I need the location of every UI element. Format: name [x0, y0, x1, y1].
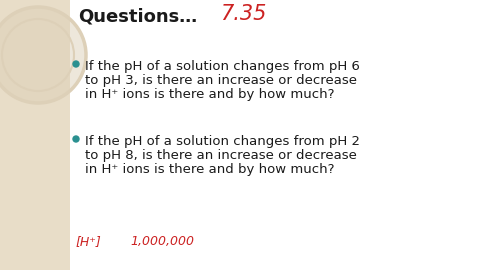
Text: 1,000,000: 1,000,000	[130, 235, 194, 248]
Text: If the pH of a solution changes from pH 6: If the pH of a solution changes from pH …	[85, 60, 360, 73]
Text: in H⁺ ions is there and by how much?: in H⁺ ions is there and by how much?	[85, 88, 335, 101]
FancyBboxPatch shape	[70, 0, 480, 270]
Circle shape	[0, 7, 86, 103]
Text: Questions…: Questions…	[78, 7, 197, 25]
Circle shape	[73, 61, 79, 67]
Text: to pH 3, is there an increase or decrease: to pH 3, is there an increase or decreas…	[85, 74, 357, 87]
Text: If the pH of a solution changes from pH 2: If the pH of a solution changes from pH …	[85, 135, 360, 148]
Text: [H⁺]: [H⁺]	[76, 235, 102, 248]
Text: in H⁺ ions is there and by how much?: in H⁺ ions is there and by how much?	[85, 163, 335, 176]
Text: to pH 8, is there an increase or decrease: to pH 8, is there an increase or decreas…	[85, 149, 357, 162]
Text: 7.35: 7.35	[220, 4, 266, 24]
FancyBboxPatch shape	[0, 0, 70, 270]
Circle shape	[73, 136, 79, 142]
